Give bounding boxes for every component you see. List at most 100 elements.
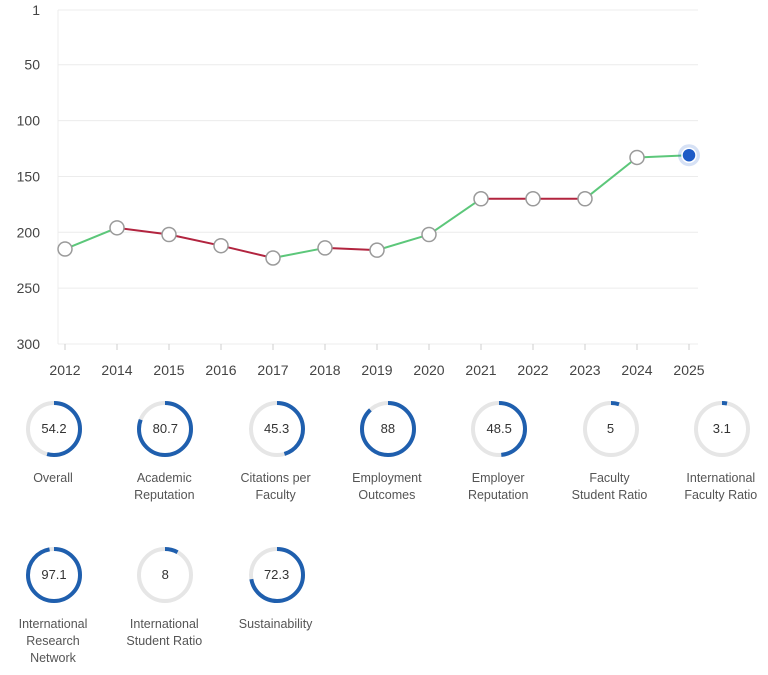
series-segment — [584, 156, 638, 200]
metric-label-line: International — [129, 617, 199, 631]
metric-score: 5 — [606, 421, 615, 436]
metric-label-line: Research — [26, 634, 80, 648]
data-point[interactable] — [57, 241, 73, 257]
metric-score: 3.1 — [712, 421, 731, 436]
metric-label-line: International — [686, 471, 756, 485]
data-point[interactable] — [369, 242, 385, 258]
data-point-current[interactable] — [681, 147, 697, 163]
metric-label-line: Faculty Ratio — [684, 488, 758, 502]
metric-label-line: Reputation — [467, 488, 529, 502]
metric-label-line: Citations per — [240, 471, 311, 485]
score-ring — [248, 547, 305, 603]
data-point[interactable] — [317, 240, 333, 256]
x-tick-label: 2018 — [309, 362, 340, 378]
score-ring — [693, 401, 750, 457]
metric-label-line: Reputation — [134, 488, 195, 502]
y-tick-label: 1 — [32, 2, 40, 18]
y-tick-label: 150 — [17, 168, 41, 184]
metric-label-line: Faculty — [255, 488, 296, 502]
ring-fill — [471, 401, 528, 457]
metric-label-line: Employment — [352, 471, 422, 485]
data-point[interactable] — [265, 250, 281, 266]
series-segment — [324, 246, 378, 252]
data-point[interactable] — [473, 191, 489, 207]
metric-label: Employment Outcomes — [331, 470, 443, 504]
ring-fill — [248, 401, 305, 457]
metric-label: International Research Network — [0, 616, 109, 667]
score-ring — [26, 401, 82, 457]
data-point[interactable] — [629, 149, 645, 166]
series-segment — [428, 197, 482, 236]
metric-score: 88 — [380, 421, 396, 436]
ring-fill — [248, 547, 305, 603]
metric-label: International Student Ratio — [108, 616, 220, 650]
series-segment — [220, 244, 274, 259]
ring-fill — [137, 547, 194, 603]
x-tick-label: 2025 — [673, 362, 704, 378]
score-ring — [137, 547, 194, 603]
y-tick-label: 300 — [17, 336, 41, 352]
x-tick-label: 2012 — [49, 362, 80, 378]
metric-score: 72.3 — [263, 567, 290, 582]
metric-label: Academic Reputation — [108, 470, 220, 504]
x-tick-label: 2024 — [621, 362, 652, 378]
series-segment — [376, 233, 430, 252]
x-tick-label: 2022 — [517, 362, 548, 378]
metric-score: 97.1 — [41, 567, 67, 582]
data-point[interactable] — [421, 226, 437, 243]
ring-fill — [693, 401, 750, 457]
ring-fill — [26, 547, 82, 603]
x-tick-label: 2020 — [413, 362, 444, 378]
metric-label-line: International — [18, 617, 88, 631]
metric-label-line: Employer — [471, 471, 525, 485]
metric-label: Overall — [0, 470, 109, 487]
metric-label-line: Academic — [136, 471, 192, 485]
metric-label: International Faculty Ratio — [665, 470, 768, 504]
metric-score: 48.5 — [486, 421, 512, 436]
data-point[interactable] — [577, 191, 593, 207]
series-segment — [272, 246, 326, 259]
metric-score: 45.3 — [263, 421, 290, 436]
metric-label: Sustainability — [220, 616, 332, 633]
x-tick-label: 2019 — [361, 362, 392, 378]
ring-fill — [582, 401, 639, 457]
ring-fill — [26, 401, 82, 457]
metric-label-line: Student Ratio — [126, 634, 203, 648]
metric-score: 8 — [161, 567, 169, 582]
x-tick-label: 2017 — [257, 362, 288, 378]
series-segment — [636, 154, 690, 159]
data-point[interactable] — [213, 237, 229, 254]
metric-score: 80.7 — [152, 421, 178, 436]
y-tick-label: 50 — [24, 57, 40, 73]
series-segment — [64, 226, 118, 250]
metric-label-line: Overall — [33, 471, 73, 485]
series-segment — [116, 226, 170, 236]
metric-label-line: Network — [30, 651, 76, 665]
metric-label-line: Sustainability — [238, 617, 313, 631]
data-point[interactable] — [109, 220, 125, 236]
series-segment — [168, 233, 222, 247]
x-tick-label: 2015 — [153, 362, 184, 378]
metric-score: 54.2 — [41, 421, 67, 436]
ring-fill — [359, 401, 416, 457]
score-ring — [248, 401, 305, 457]
metric-label-line: Student Ratio — [571, 488, 648, 502]
metric-label-line: Outcomes — [358, 488, 416, 502]
score-ring — [471, 401, 528, 457]
data-point[interactable] — [525, 191, 541, 207]
score-ring — [137, 401, 194, 457]
y-tick-label: 100 — [17, 113, 41, 129]
score-ring — [582, 401, 639, 457]
metric-label-line: Faculty — [589, 471, 630, 485]
score-ring — [26, 547, 82, 603]
ring-fill — [137, 401, 194, 457]
data-point[interactable] — [161, 226, 177, 243]
x-tick-label: 2014 — [101, 362, 132, 378]
y-tick-label: 200 — [17, 224, 41, 240]
x-tick-label: 2021 — [465, 362, 496, 378]
metric-label: Faculty Student Ratio — [554, 470, 666, 504]
score-ring — [359, 401, 416, 457]
y-tick-label: 250 — [17, 280, 41, 296]
